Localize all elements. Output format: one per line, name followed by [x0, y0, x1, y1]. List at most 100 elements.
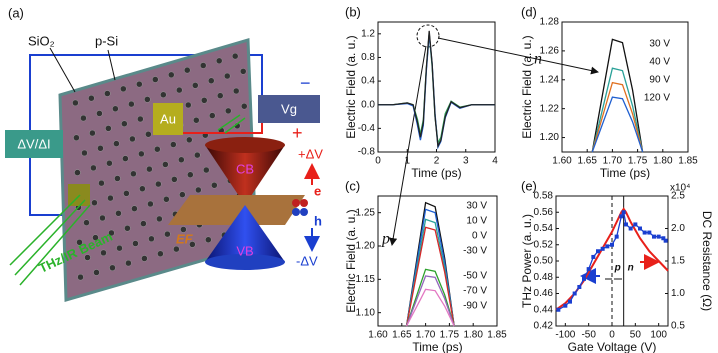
x-tick-label: 1.60 — [552, 156, 572, 167]
meter-label: ΔV/ΔI — [17, 136, 50, 151]
lattice-atom — [72, 99, 79, 107]
y-tick-label: 0.8 — [361, 52, 375, 63]
lattice-atom — [108, 229, 115, 237]
lattice-atom — [105, 125, 112, 132]
y-tick-label: 1.15 — [356, 274, 376, 285]
panel-label: (c) — [345, 178, 360, 193]
plot-frame — [561, 21, 689, 153]
marker — [582, 276, 586, 281]
lattice-atom — [99, 214, 106, 222]
annotation: n — [534, 51, 542, 68]
plus-sign: + — [292, 123, 303, 143]
lattice-atom — [83, 219, 90, 226]
lattice-atom — [88, 94, 95, 102]
lattice-atom — [107, 194, 114, 202]
y-tick-label: 0.50 — [534, 256, 554, 267]
x-tick-label: 1.75 — [628, 156, 648, 167]
legend-label: 40 V — [649, 57, 670, 68]
lattice-atom — [152, 76, 159, 83]
x-tick-label: 1.80 — [463, 330, 483, 341]
lattice-atom — [185, 101, 192, 109]
legend-label: -50 V — [463, 271, 487, 282]
minus-sign: − — [300, 73, 311, 93]
y2-tick-label: 0.5 — [671, 321, 685, 332]
legend-label: -30 V — [463, 246, 487, 257]
marker — [619, 214, 624, 219]
x-tick-label: 1.85 — [487, 330, 507, 341]
leader — [49, 47, 116, 93]
lattice-atom — [184, 66, 191, 74]
annotation: p — [381, 231, 390, 248]
x-axis-label: Time (ps) — [412, 340, 462, 353]
lattice-atom — [241, 102, 248, 110]
lattice-atom — [176, 86, 183, 94]
y-tick-label: 0.54 — [534, 223, 554, 234]
lattice-atom — [144, 96, 151, 103]
lattice-atom — [140, 220, 147, 227]
lattice-atom — [180, 226, 187, 233]
sio2-label: SiO₂ — [28, 33, 55, 48]
lattice-atom — [121, 120, 128, 127]
series-line — [378, 30, 495, 149]
lattice-atom — [211, 182, 218, 189]
lattice-atom — [114, 175, 121, 182]
gate-label: Vg — [281, 101, 297, 116]
marker — [577, 285, 582, 289]
y2-tick-label: 1.0 — [671, 288, 685, 299]
legend-label: 10 V — [466, 216, 487, 227]
marker — [572, 291, 577, 296]
lattice-atom — [160, 91, 167, 98]
x-tick-label: 0 — [609, 330, 615, 341]
marker — [638, 226, 642, 231]
lattice-atom — [170, 141, 177, 148]
series-line — [591, 38, 644, 153]
lattice-atom — [199, 62, 207, 69]
lattice-atom — [186, 136, 193, 144]
lattice-atom — [91, 199, 98, 207]
lattice-atom — [178, 156, 185, 164]
lattice-atom — [189, 241, 196, 248]
y-tick-label: 1.20 — [356, 241, 376, 252]
marker — [663, 238, 668, 243]
x-tick-label: -50 — [581, 330, 596, 341]
lattice-atom — [132, 240, 139, 247]
lattice-atom — [125, 259, 132, 267]
y-tick-label: 0.46 — [534, 288, 554, 299]
lattice-atom — [171, 176, 178, 183]
y-axis-label: Electric Field (a. u.) — [344, 209, 358, 312]
lattice-atom — [215, 57, 223, 65]
x-axis-label: Time (ps) — [600, 166, 650, 180]
marker — [586, 267, 591, 272]
marker — [642, 230, 647, 235]
wire — [29, 158, 72, 216]
wire — [183, 123, 263, 134]
hole — [292, 208, 300, 216]
marker — [656, 234, 661, 239]
lattice-atom — [216, 92, 224, 99]
lattice-atom — [224, 72, 231, 80]
ef-label: EF — [176, 231, 194, 246]
cb-cone — [205, 145, 285, 205]
psi-label: p-Si — [95, 33, 118, 48]
lattice-atom — [74, 169, 81, 176]
marker — [600, 246, 605, 251]
x-axis-label: Gate Voltage (V) — [568, 340, 657, 353]
series-line — [405, 218, 455, 327]
x-tick-label: 4 — [492, 156, 498, 167]
x-tick-label: 1.65 — [392, 330, 412, 341]
y-tick-label: 0.42 — [534, 321, 554, 332]
cb-top — [205, 137, 285, 153]
lattice-atom — [76, 239, 83, 246]
series-line — [591, 81, 644, 153]
legend-label: -90 V — [463, 301, 487, 312]
x-tick-label: 1 — [404, 156, 410, 167]
electron — [292, 199, 300, 207]
vb-label: VB — [236, 243, 253, 258]
lattice-atom — [232, 87, 240, 95]
y2-multiplier: x10⁴ — [670, 183, 690, 194]
y-tick-label: 1.24 — [540, 74, 560, 85]
lattice-atom — [157, 250, 164, 258]
marker — [591, 254, 596, 259]
x-tick-label: 3 — [463, 156, 469, 167]
legend-label: 30 V — [466, 201, 487, 212]
